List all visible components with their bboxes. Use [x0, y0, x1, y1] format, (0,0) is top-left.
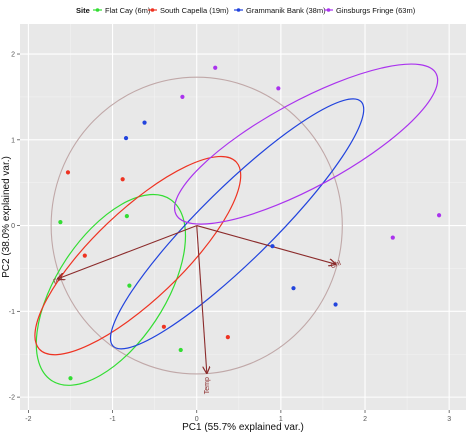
data-point: [142, 120, 147, 125]
legend-item: Ginsburgs Fringe (63m): [336, 6, 416, 15]
x-tick-label: -1: [109, 416, 115, 423]
legend-key-dot: [95, 8, 100, 12]
loading-label: Chl: [330, 260, 343, 271]
data-point: [65, 170, 71, 175]
x-axis-label: PC1 (55.7% explained var.): [182, 422, 304, 433]
confidence-ellipse: [6, 169, 215, 411]
data-point: [213, 65, 218, 70]
y-axis-label: PC2 (38.0% explained var.): [1, 156, 12, 278]
y-tick-label: 0: [11, 223, 15, 230]
data-point: [333, 302, 338, 307]
y-tick-label: -2: [9, 395, 15, 402]
y-tick-label: -1: [9, 309, 15, 316]
x-tick-label: -2: [25, 416, 31, 423]
ellipse-group: [156, 36, 456, 253]
data-point: [120, 177, 125, 182]
confidence-ellipse: [156, 36, 456, 253]
data-point: [180, 94, 185, 100]
loading-label: par: [52, 274, 65, 285]
legend-item: Grammanik Bank (38m): [246, 6, 326, 15]
data-point: [68, 376, 73, 381]
legend-item: South Capella (19m): [160, 6, 229, 15]
data-point: [178, 347, 183, 353]
legend-title: Site: [76, 6, 90, 15]
ellipse-group: [88, 75, 386, 372]
legend-key-dot: [150, 8, 155, 12]
data-point: [58, 220, 63, 225]
x-tick-label: 2: [363, 416, 367, 423]
legend-key-dot: [236, 8, 241, 12]
data-point: [225, 334, 230, 340]
legend-item: Flat Cay (6m): [105, 6, 151, 15]
y-tick-label: 1: [11, 137, 15, 144]
correlation-circle: [50, 76, 343, 375]
loading-arrow: [196, 225, 207, 374]
confidence-ellipse: [88, 75, 386, 372]
loading-label: Temp: [204, 377, 211, 394]
y-tick-label: 2: [11, 52, 15, 59]
confidence-ellipse: [9, 129, 266, 381]
loading-arrow: [196, 225, 336, 265]
x-tick-label: 3: [447, 416, 451, 423]
data-point: [291, 286, 296, 291]
data-point: [390, 235, 395, 240]
data-point: [436, 213, 442, 218]
data-point: [82, 253, 87, 258]
x-tick-label: 1: [279, 416, 283, 423]
data-point: [123, 135, 129, 141]
legend-key-dot: [326, 8, 331, 12]
data-point: [276, 86, 281, 91]
data-point: [124, 214, 129, 219]
ellipse-group: [9, 129, 266, 381]
data-point: [270, 244, 275, 249]
data-point: [161, 324, 166, 329]
loading-arrow: [58, 225, 197, 279]
x-tick-label: 0: [195, 416, 199, 423]
data-point: [127, 283, 132, 288]
ellipse-group: [6, 169, 215, 411]
